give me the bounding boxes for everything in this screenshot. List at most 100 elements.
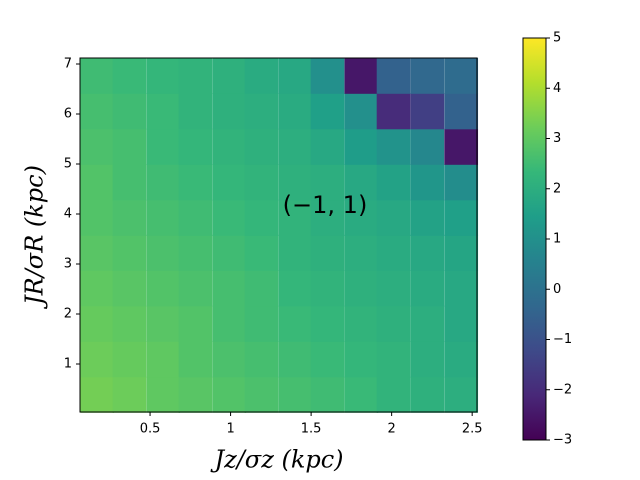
heatmap-cell <box>178 305 213 342</box>
heatmap-cell <box>178 164 213 201</box>
heatmap-cell <box>112 305 147 342</box>
heatmap-cell <box>178 128 213 165</box>
heatmap-cell <box>278 376 313 413</box>
heatmap-cell <box>112 199 147 236</box>
heatmap-cell <box>444 270 479 307</box>
heatmap-cell <box>178 341 213 378</box>
heatmap-cell <box>310 270 345 307</box>
heatmap-cell <box>112 376 147 413</box>
heatmap-cell <box>344 199 379 236</box>
heatmap-cell <box>112 234 147 271</box>
colorbar-tick-label: 2 <box>553 181 561 196</box>
heatmap-cell <box>376 376 411 413</box>
colorbar-tick-label: 5 <box>553 31 561 46</box>
heatmap-cell <box>278 57 313 94</box>
heatmap-cell <box>178 376 213 413</box>
heatmap-cell <box>212 93 247 130</box>
heatmap-cell <box>444 234 479 271</box>
heatmap-cell <box>278 164 313 201</box>
x-axis-label: Jz/σz (kpc) <box>209 446 343 474</box>
heatmap-cell <box>376 199 411 236</box>
heatmap-cell <box>178 199 213 236</box>
heatmap-cell <box>410 93 445 130</box>
heatmap-cell <box>146 57 181 94</box>
heatmap-cell <box>146 164 181 201</box>
heatmap-cell <box>80 234 115 271</box>
heatmap-cell <box>80 164 115 201</box>
heatmap-cell <box>310 234 345 271</box>
heatmap-cell <box>212 234 247 271</box>
colorbar <box>522 37 547 441</box>
x-tick-label: 1 <box>226 422 234 437</box>
heatmap-cell <box>146 376 181 413</box>
y-tick-label: 3 <box>64 257 72 272</box>
heatmap-cell <box>80 93 115 130</box>
y-axis-label: JR/σR (kpc) <box>21 165 49 310</box>
heatmap-cell <box>376 305 411 342</box>
colorbar-tick-label: 3 <box>553 131 561 146</box>
heatmap-cell <box>410 305 445 342</box>
x-tick-label: 1.5 <box>301 422 322 437</box>
heatmap-cell <box>410 57 445 94</box>
heatmap-cell <box>212 305 247 342</box>
heatmap-cell <box>112 270 147 307</box>
heatmap-cell <box>344 234 379 271</box>
heatmap-cell <box>212 270 247 307</box>
heatmap-cell <box>376 164 411 201</box>
heatmap-cell <box>444 376 479 413</box>
heatmap-cell <box>310 199 345 236</box>
heatmap-cell <box>278 199 313 236</box>
heatmap-cell <box>146 234 181 271</box>
heatmap-cell <box>146 128 181 165</box>
heatmap-cell <box>80 199 115 236</box>
heatmap-cell <box>212 128 247 165</box>
heatmap-cell <box>310 57 345 94</box>
y-tick-label: 7 <box>64 57 72 72</box>
heatmap-cell <box>344 305 379 342</box>
heatmap-cell <box>178 93 213 130</box>
heatmap-cell <box>444 341 479 378</box>
heatmap-cell <box>244 270 279 307</box>
heatmap-cell <box>344 341 379 378</box>
heatmap-cell <box>244 93 279 130</box>
heatmap-cell <box>444 93 479 130</box>
heatmap-cell <box>212 341 247 378</box>
heatmap-cell <box>112 128 147 165</box>
colorbar-tick-label: 0 <box>553 282 561 297</box>
heatmap-cell <box>278 128 313 165</box>
heatmap-cell <box>410 234 445 271</box>
heatmap-cell <box>278 270 313 307</box>
heatmap-cell <box>178 234 213 271</box>
heatmap-cell <box>146 305 181 342</box>
heatmap-cell <box>310 341 345 378</box>
heatmap-cell <box>410 341 445 378</box>
heatmap-cell <box>80 341 115 378</box>
x-tick-label: 0.5 <box>140 422 161 437</box>
heatmap-cell <box>444 164 479 201</box>
heatmap-cell <box>212 164 247 201</box>
heatmap-cell <box>80 270 115 307</box>
heatmap-cell <box>112 57 147 94</box>
y-tick-label: 1 <box>64 357 72 372</box>
heatmap-cell <box>212 376 247 413</box>
heatmap-cell <box>244 234 279 271</box>
heatmap-cell <box>112 341 147 378</box>
heatmap-cell <box>444 199 479 236</box>
heatmap-cell <box>344 164 379 201</box>
heatmap-cell <box>376 93 411 130</box>
plot-frame <box>79 57 478 413</box>
heatmap-cell <box>310 376 345 413</box>
heatmap-cell <box>80 128 115 165</box>
heatmap-cell <box>212 57 247 94</box>
heatmap-cell <box>244 341 279 378</box>
heatmap-cell <box>244 305 279 342</box>
heatmap-cell <box>310 164 345 201</box>
heatmap-cell <box>376 234 411 271</box>
heatmap <box>80 57 479 413</box>
heatmap-cell <box>410 164 445 201</box>
heatmap-cell <box>178 270 213 307</box>
heatmap-cell <box>212 199 247 236</box>
colorbar-tick-label: −2 <box>553 382 572 397</box>
heatmap-cell <box>278 234 313 271</box>
colorbar-tick-label: 1 <box>553 232 561 247</box>
